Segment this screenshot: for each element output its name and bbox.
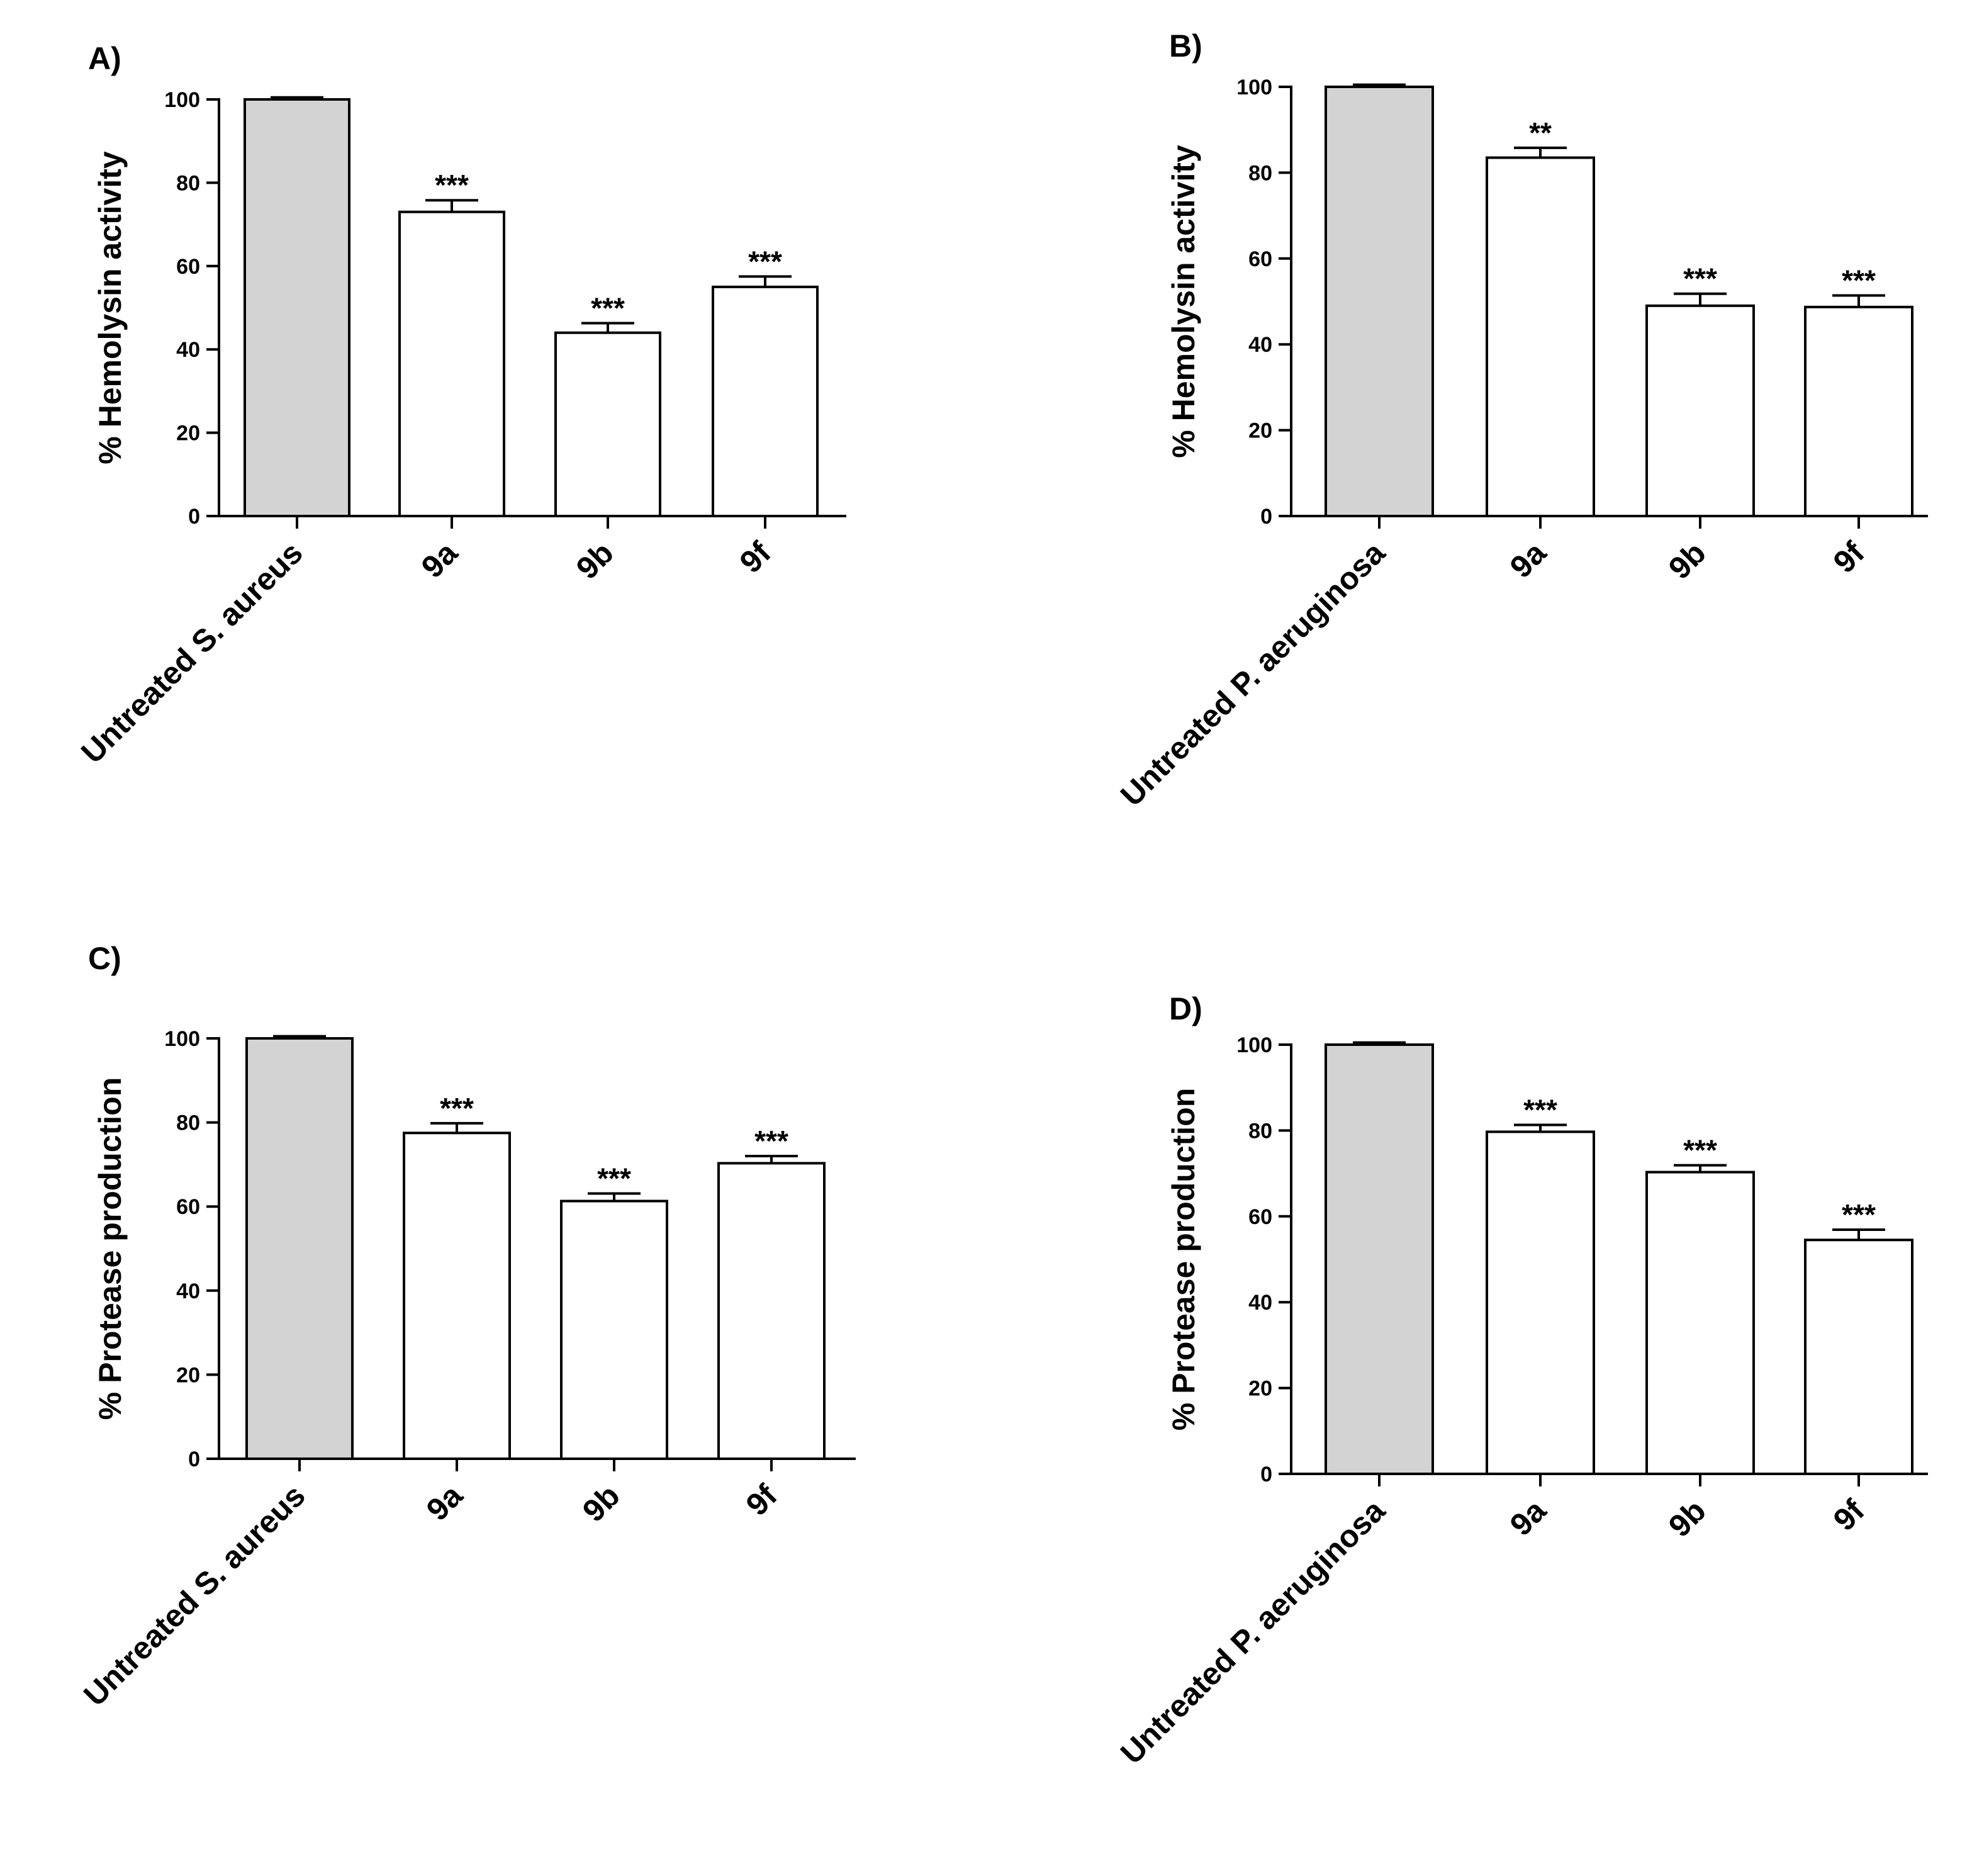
bar — [403, 1132, 511, 1461]
y-tick-label: 0 — [188, 1447, 200, 1471]
bar — [1645, 1171, 1755, 1475]
bar — [1486, 1130, 1595, 1476]
y-tick-label: 100 — [1236, 1033, 1272, 1057]
y-axis-title: % Hemolysin activity — [1166, 145, 1201, 458]
significance-label: *** — [440, 1092, 474, 1125]
x-tick-label: 9b — [1662, 535, 1713, 586]
y-tick-label: 0 — [1260, 1463, 1272, 1486]
bar — [1325, 86, 1434, 517]
significance-label: *** — [1842, 1198, 1876, 1231]
bar — [560, 1199, 668, 1460]
bar — [712, 285, 819, 517]
y-tick-label: 40 — [176, 1279, 200, 1303]
x-tick-label: Untreated S. aureus — [74, 535, 310, 770]
y-tick-label: 100 — [164, 1027, 200, 1051]
x-tick-label: 9f — [733, 535, 778, 580]
y-axis-title: % Protease production — [92, 1077, 128, 1420]
chart-panel-2: B) % Hemolysin activity 0 20 40 60 80 100 Untrea… — [1114, 28, 1928, 813]
chart-panel-1: A) % Hemolysin activity 0 20 40 60 80 100 Untrea… — [74, 41, 846, 770]
chart-panel-3: C) % Protease production 0 20 40 60 80 100 Untre… — [77, 941, 856, 1713]
y-tick-label: 80 — [1248, 161, 1272, 185]
y-tick-label: 100 — [164, 88, 200, 112]
y-axis-title: % Protease production — [1166, 1088, 1201, 1431]
x-tick-label: 9f — [1827, 1493, 1871, 1537]
x-tick-label: 9a — [420, 1477, 470, 1527]
significance-label: *** — [748, 245, 782, 278]
panel-label: A) — [88, 41, 121, 76]
significance-label: *** — [1683, 262, 1717, 295]
significance-label: *** — [754, 1125, 788, 1157]
y-tick-label: 100 — [1236, 76, 1272, 99]
significance-label: *** — [1523, 1094, 1557, 1126]
x-tick-label: 9f — [739, 1478, 784, 1522]
y-tick-label: 20 — [1248, 419, 1272, 443]
significance-label: *** — [435, 169, 469, 201]
bar — [1486, 156, 1595, 517]
x-tick-label: 9a — [415, 534, 465, 585]
y-tick-label: 0 — [1260, 505, 1272, 529]
bar — [1804, 305, 1913, 517]
significance-label: ** — [1529, 116, 1552, 149]
y-tick-label: 40 — [1248, 333, 1272, 357]
y-tick-label: 80 — [176, 171, 200, 195]
bar — [398, 210, 505, 517]
y-tick-label: 40 — [176, 338, 200, 362]
x-tick-label: 9a — [1503, 534, 1554, 585]
x-tick-label: Untreated P. aeruginosa — [1114, 1492, 1392, 1771]
bar — [245, 1037, 354, 1460]
bar — [1645, 304, 1755, 517]
y-tick-label: 60 — [176, 255, 200, 279]
y-tick-label: 20 — [176, 1363, 200, 1387]
significance-label: *** — [1842, 264, 1876, 296]
x-tick-label: 9b — [576, 1478, 627, 1529]
bar — [1325, 1043, 1434, 1475]
significance-label: *** — [597, 1162, 631, 1194]
y-tick-label: 80 — [1248, 1119, 1272, 1143]
y-tick-label: 60 — [1248, 247, 1272, 271]
y-tick-label: 20 — [1248, 1377, 1272, 1401]
x-tick-label: 9f — [1827, 535, 1871, 580]
bar — [244, 98, 350, 517]
significance-label: *** — [591, 291, 625, 324]
x-tick-label: 9b — [1662, 1493, 1713, 1544]
x-tick-label: 9b — [569, 535, 620, 586]
panel-label: D) — [1169, 991, 1202, 1026]
y-tick-label: 0 — [188, 505, 200, 529]
panel-label: B) — [1169, 28, 1202, 64]
bar — [717, 1162, 826, 1460]
bar — [554, 331, 661, 517]
y-tick-label: 60 — [1248, 1205, 1272, 1229]
x-tick-label: 9a — [1503, 1492, 1554, 1542]
x-tick-label: Untreated P. aeruginosa — [1114, 534, 1392, 813]
y-tick-label: 40 — [1248, 1291, 1272, 1315]
x-tick-label: Untreated S. aureus — [77, 1478, 312, 1713]
bar — [1804, 1238, 1913, 1476]
y-tick-label: 80 — [176, 1111, 200, 1135]
y-tick-label: 60 — [176, 1195, 200, 1219]
panel-label: C) — [88, 941, 121, 976]
significance-label: *** — [1683, 1134, 1717, 1167]
y-axis-title: % Hemolysin activity — [92, 151, 128, 464]
chart-panel-4: D) % Protease production 0 20 40 60 80 100 Untre… — [1114, 991, 1928, 1771]
y-tick-label: 20 — [176, 422, 200, 446]
